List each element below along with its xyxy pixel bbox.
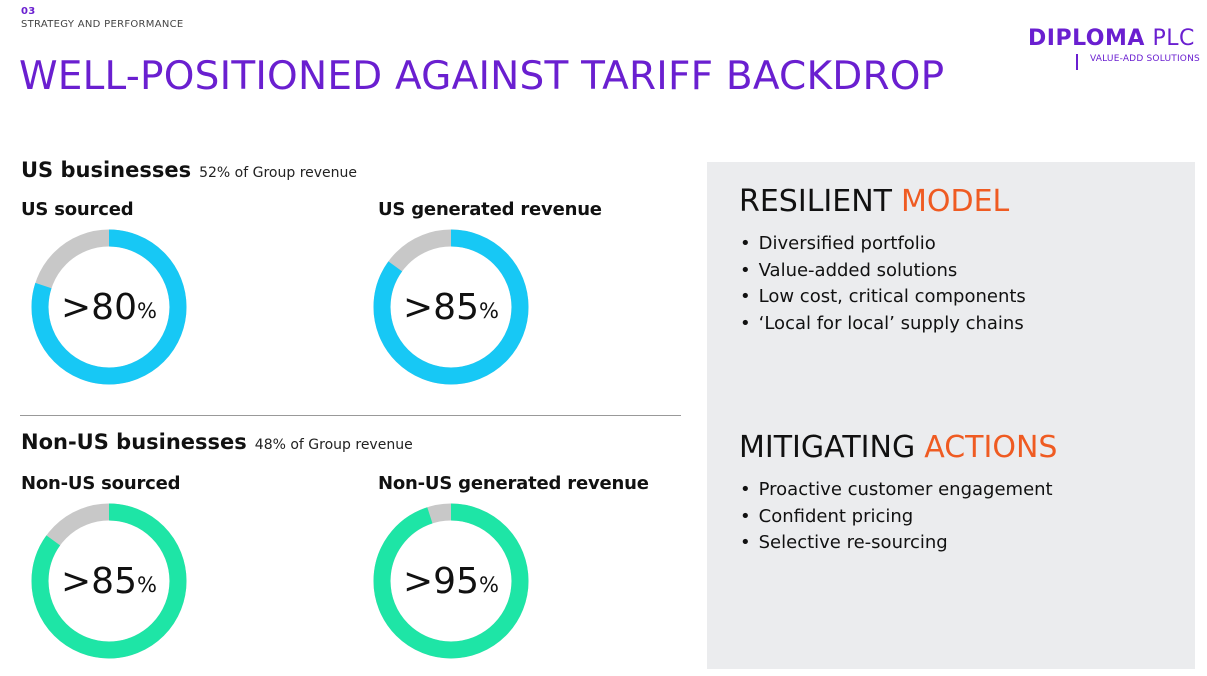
resilient-list: Diversified portfolio Value-added soluti… (740, 231, 1026, 337)
list-item: ‘Local for local’ supply chains (740, 311, 1026, 338)
us-group-subtitle: 52% of Group revenue (199, 165, 358, 181)
mitigating-list: Proactive customer engagement Confident … (740, 477, 1053, 557)
logo-tagline: VALUE-ADD SOLUTIONS (1090, 54, 1200, 64)
us-revenue-donut: >85% (373, 229, 529, 385)
nonus-group-title: Non-US businesses (21, 430, 247, 454)
list-item: Proactive customer engagement (740, 477, 1053, 504)
donut-ring (373, 503, 529, 659)
nonus-revenue-donut: >95% (373, 503, 529, 659)
section-number: 03 (21, 6, 36, 17)
donut-value-unit: % (137, 573, 157, 597)
donut-value-arc (31, 229, 187, 385)
page-title: WELL-POSITIONED AGAINST TARIFF BACKDROP (19, 54, 945, 99)
nonus-revenue-label: Non-US generated revenue (378, 473, 649, 494)
donut-value: >80% (31, 229, 187, 385)
donut-value-unit: % (137, 299, 157, 323)
donut-value-number: >85 (61, 560, 137, 602)
list-item: Value-added solutions (740, 258, 1026, 285)
donut-value: >95% (373, 503, 529, 659)
donut-ring (31, 229, 187, 385)
logo-light-text: PLC (1152, 26, 1195, 51)
list-item: Low cost, critical components (740, 284, 1026, 311)
section-divider (20, 415, 681, 416)
donut-value-number: >95 (403, 560, 479, 602)
resilient-accent: MODEL (900, 184, 1010, 219)
us-group-title: US businesses (21, 158, 192, 182)
section-label: STRATEGY AND PERFORMANCE (21, 19, 184, 30)
donut-value-unit: % (479, 573, 499, 597)
list-item: Confident pricing (740, 504, 1053, 531)
logo-wordmark: DIPLOMA PLC (1028, 26, 1195, 51)
resilient-title: RESILIENT (739, 184, 892, 219)
logo-bold-text: DIPLOMA (1028, 26, 1145, 51)
us-sourced-label: US sourced (21, 199, 134, 220)
nonus-group-heading: Non-US businesses 48% of Group revenue (21, 430, 413, 454)
us-revenue-label: US generated revenue (378, 199, 602, 220)
donut-value-number: >80 (61, 286, 137, 328)
list-item: Diversified portfolio (740, 231, 1026, 258)
donut-value-unit: % (479, 299, 499, 323)
company-logo: DIPLOMA PLC VALUE-ADD SOLUTIONS (1028, 26, 1200, 70)
donut-ring (31, 503, 187, 659)
donut-value-arc (373, 229, 529, 385)
donut-value-number: >85 (403, 286, 479, 328)
nonus-sourced-donut: >85% (31, 503, 187, 659)
donut-ring (373, 229, 529, 385)
mitigating-actions-heading: MITIGATING ACTIONS (739, 430, 1057, 465)
donut-value-arc (373, 503, 529, 659)
list-item: Selective re-sourcing (740, 530, 1053, 557)
us-group-heading: US businesses 52% of Group revenue (21, 158, 357, 182)
donut-value-arc (31, 503, 187, 659)
donut-value: >85% (373, 229, 529, 385)
donut-value: >85% (31, 503, 187, 659)
resilient-model-heading: RESILIENT MODEL (739, 184, 1009, 219)
nonus-group-subtitle: 48% of Group revenue (254, 437, 413, 453)
logo-cross-mark (1076, 54, 1078, 70)
mitigating-accent: ACTIONS (924, 430, 1058, 465)
us-sourced-donut: >80% (31, 229, 187, 385)
nonus-sourced-label: Non-US sourced (21, 473, 181, 494)
mitigating-title: MITIGATING (739, 430, 916, 465)
